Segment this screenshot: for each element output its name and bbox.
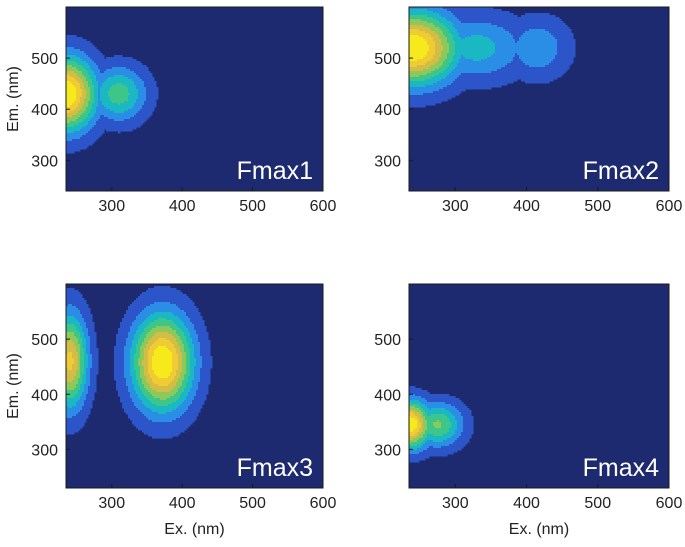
contour-fill — [409, 7, 576, 108]
x-tick-label: 500 — [239, 495, 266, 512]
plot-frame — [408, 6, 670, 192]
x-tick-label: 500 — [584, 198, 611, 215]
x-tick-label: 500 — [239, 198, 266, 215]
x-tick-label: 400 — [169, 495, 196, 512]
contour-fill — [66, 286, 213, 439]
y-tick-label: 300 — [31, 442, 58, 459]
panel-1: 300 400 500 600 300 400 500 Fmax1 Em. (nm) — [5, 6, 337, 215]
x-tick-label: 400 — [169, 198, 196, 215]
y-tick-label: 300 — [31, 153, 58, 170]
plot-frame — [65, 6, 324, 192]
y-tick-label: 500 — [374, 51, 401, 68]
y-tick-label: 500 — [31, 332, 58, 349]
y-tick-label: 400 — [374, 102, 401, 119]
x-tick-label: 300 — [442, 495, 469, 512]
x-tick-label: 400 — [513, 495, 540, 512]
panel-2: 300 400 500 600 300 400 500 Fmax2 — [374, 6, 683, 215]
y-tick-label: 500 — [31, 51, 58, 68]
x-tick-label: 600 — [656, 495, 683, 512]
x-axis-label: Ex. (nm) — [509, 521, 569, 538]
x-axis-label: Ex. (nm) — [164, 521, 224, 538]
panel-label: Fmax1 — [237, 157, 313, 185]
y-axis-label: Em. (nm) — [5, 66, 22, 132]
contour-fill — [409, 386, 474, 463]
y-tick-label: 400 — [31, 102, 58, 119]
panel-label: Fmax3 — [237, 454, 313, 482]
panel-4: 300 400 500 600 300 400 500 Fmax4 Ex. (nm) — [374, 283, 683, 538]
x-tick-label: 600 — [310, 198, 337, 215]
contour-fill — [66, 35, 159, 154]
y-tick-label: 400 — [374, 387, 401, 404]
panel-label: Fmax4 — [583, 454, 660, 482]
y-axis-label: Em. (nm) — [5, 353, 22, 419]
panel-label: Fmax2 — [583, 157, 659, 185]
y-tick-label: 300 — [374, 153, 401, 170]
x-tick-label: 400 — [513, 198, 540, 215]
x-tick-label: 300 — [98, 495, 125, 512]
x-tick-label: 600 — [656, 198, 683, 215]
panel-3: 300 400 500 600 300 400 500 Fmax3 Em. (nm) Ex. (n… — [5, 283, 337, 538]
x-tick-label: 300 — [442, 198, 469, 215]
x-tick-label: 500 — [584, 495, 611, 512]
y-tick-label: 400 — [31, 387, 58, 404]
plot-frame — [408, 283, 670, 489]
y-tick-label: 500 — [374, 332, 401, 349]
plot-frame — [65, 283, 324, 489]
y-tick-label: 300 — [374, 442, 401, 459]
x-tick-label: 300 — [98, 198, 125, 215]
x-tick-label: 600 — [310, 495, 337, 512]
